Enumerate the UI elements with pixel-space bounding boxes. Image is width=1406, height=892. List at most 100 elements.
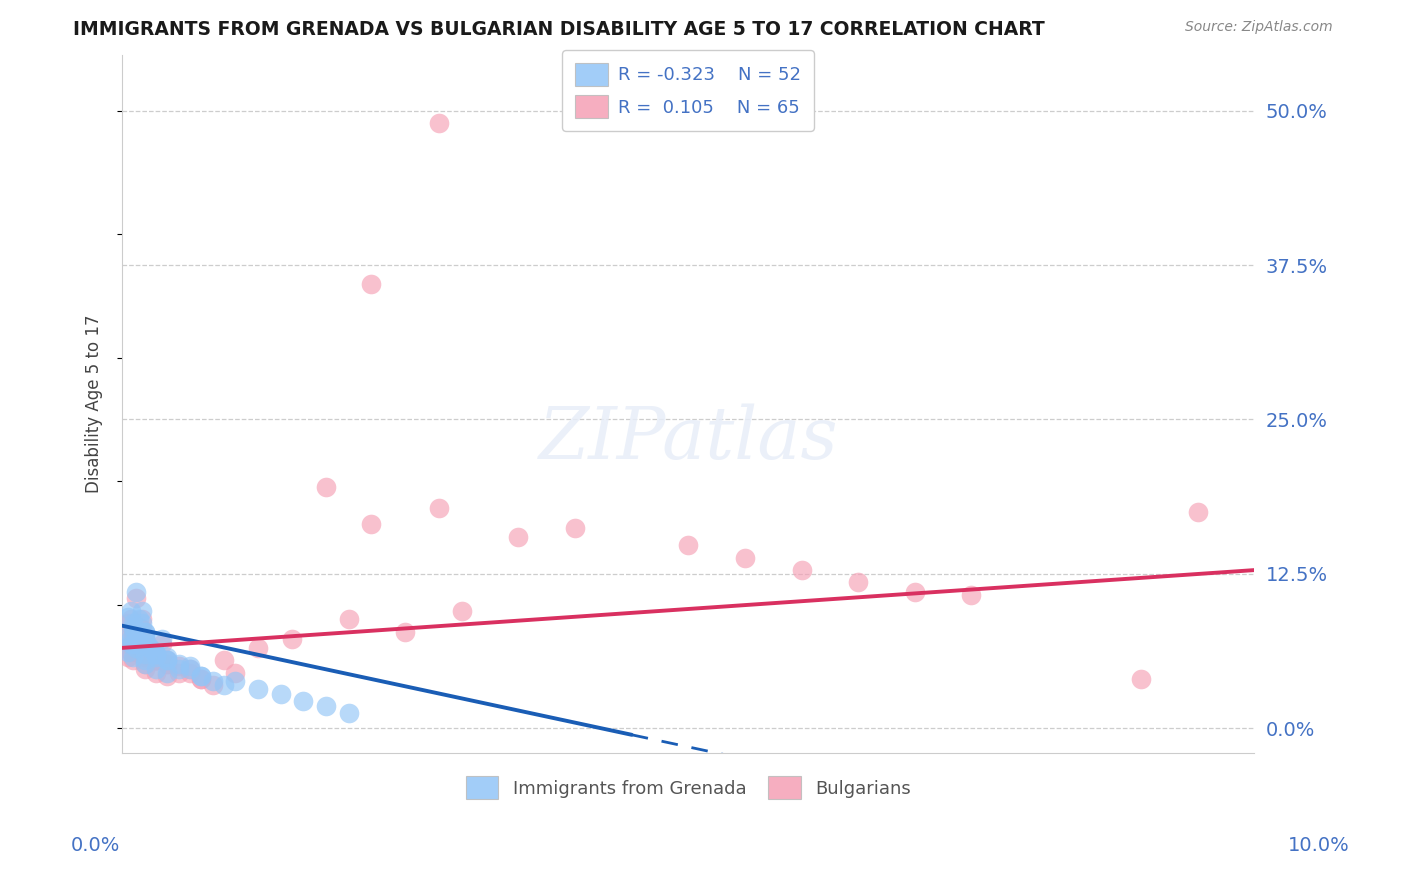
Point [134, 662, 156, 676]
Point [145, 647, 167, 661]
Point [124, 632, 146, 647]
Point [145, 649, 167, 664]
Legend: Immigrants from Grenada, Bulgarians: Immigrants from Grenada, Bulgarians [458, 769, 918, 806]
Point [315, 698, 337, 713]
Point [150, 637, 173, 651]
Point [117, 632, 139, 647]
Point [139, 640, 162, 655]
Point [134, 632, 156, 647]
Point [145, 662, 167, 676]
Point [190, 672, 212, 686]
Point [122, 624, 145, 639]
Point [167, 665, 190, 680]
Point [122, 649, 145, 664]
Point [156, 665, 179, 680]
Point [120, 637, 142, 651]
Point [292, 694, 315, 708]
Point [139, 649, 162, 664]
Point [145, 653, 167, 667]
Point [139, 640, 162, 655]
Point [134, 624, 156, 639]
Point [508, 530, 530, 544]
Point [150, 632, 173, 647]
Point [1187, 505, 1209, 519]
Point [167, 659, 190, 673]
Point [117, 616, 139, 631]
Point [122, 640, 145, 655]
Point [360, 517, 382, 532]
Point [179, 665, 201, 680]
Point [134, 624, 156, 639]
Point [960, 588, 983, 602]
Point [156, 653, 179, 667]
Point [124, 585, 146, 599]
Point [212, 678, 235, 692]
Point [734, 550, 756, 565]
Point [134, 653, 156, 667]
Point [145, 653, 167, 667]
Point [122, 616, 145, 631]
Point [427, 116, 450, 130]
Point [134, 649, 156, 664]
Point [136, 637, 159, 651]
Point [201, 674, 224, 689]
Point [120, 637, 142, 651]
Point [904, 585, 927, 599]
Point [128, 612, 150, 626]
Point [120, 604, 142, 618]
Point [270, 687, 292, 701]
Point [167, 662, 190, 676]
Y-axis label: Disability Age 5 to 17: Disability Age 5 to 17 [86, 315, 103, 493]
Point [1130, 672, 1153, 686]
Text: ZIPatlas: ZIPatlas [538, 403, 838, 475]
Point [134, 632, 156, 647]
Point [156, 657, 179, 671]
Point [124, 637, 146, 651]
Point [179, 662, 201, 676]
Point [120, 644, 142, 658]
Point [128, 640, 150, 655]
Point [179, 659, 201, 673]
Point [337, 612, 360, 626]
Point [131, 612, 153, 626]
Point [134, 647, 156, 661]
Point [117, 628, 139, 642]
Point [128, 637, 150, 651]
Point [117, 610, 139, 624]
Point [224, 665, 246, 680]
Text: 10.0%: 10.0% [1288, 836, 1350, 855]
Point [131, 604, 153, 618]
Point [179, 662, 201, 676]
Point [124, 640, 146, 655]
Point [190, 669, 212, 683]
Point [134, 628, 156, 642]
Point [156, 649, 179, 664]
Point [122, 637, 145, 651]
Point [120, 612, 142, 626]
Point [134, 634, 156, 648]
Point [122, 620, 145, 634]
Point [117, 649, 139, 664]
Point [224, 674, 246, 689]
Point [145, 653, 167, 667]
Point [281, 632, 304, 647]
Point [201, 678, 224, 692]
Point [145, 653, 167, 667]
Point [145, 647, 167, 661]
Point [131, 616, 153, 631]
Point [315, 480, 337, 494]
Text: Source: ZipAtlas.com: Source: ZipAtlas.com [1185, 20, 1333, 34]
Point [678, 538, 700, 552]
Point [394, 624, 416, 639]
Point [156, 653, 179, 667]
Point [134, 657, 156, 671]
Point [156, 669, 179, 683]
Point [128, 620, 150, 634]
Point [156, 653, 179, 667]
Point [124, 644, 146, 658]
Point [128, 640, 150, 655]
Point [122, 623, 145, 637]
Point [246, 681, 269, 696]
Point [360, 277, 382, 291]
Point [190, 672, 212, 686]
